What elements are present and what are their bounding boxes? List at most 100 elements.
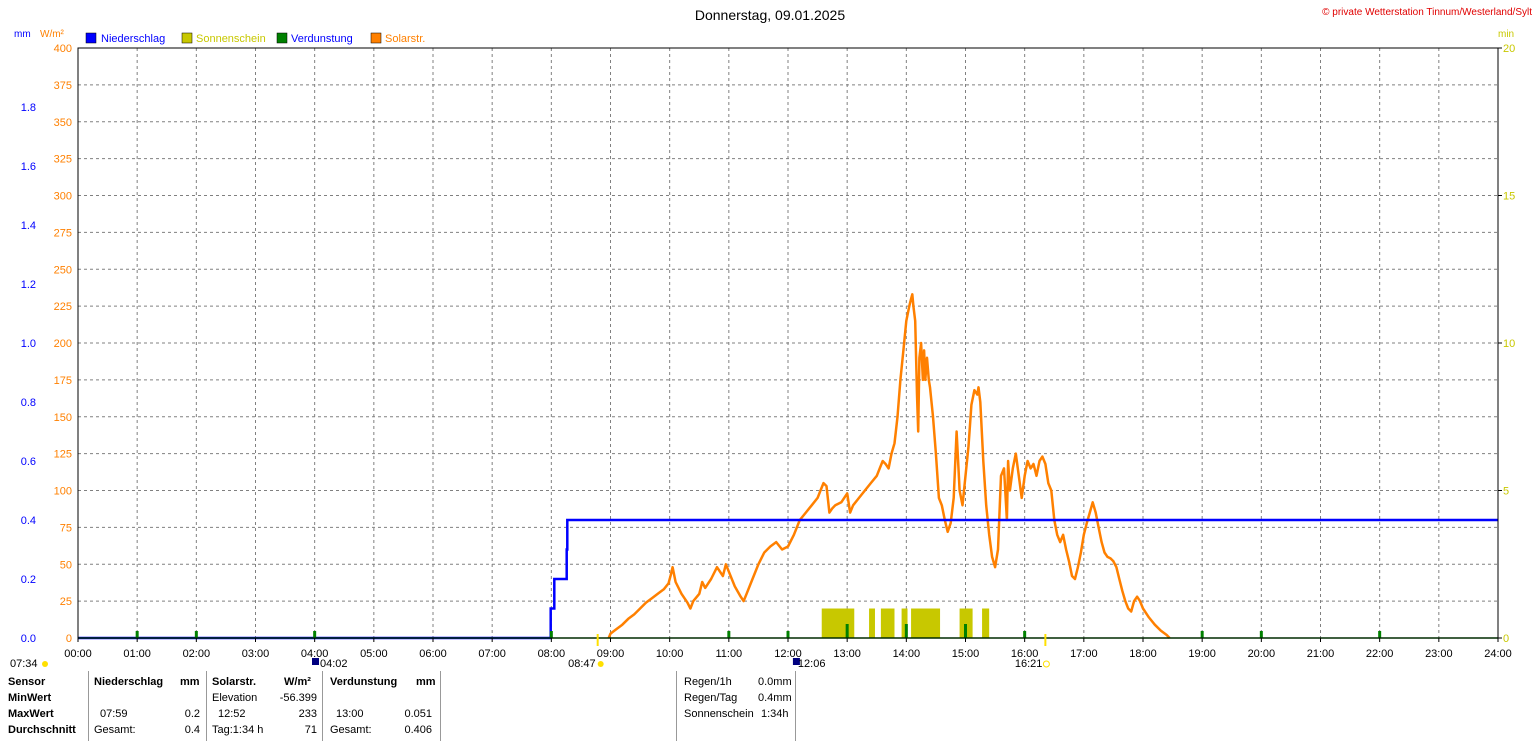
- verdunstung-total-value: 0.406: [404, 724, 432, 736]
- sunshine-bar: [880, 608, 895, 638]
- stats-table: Sensor MinWert MaxWert Durchschnitt Nied…: [0, 671, 1536, 741]
- x-tick-label: 01:00: [123, 648, 151, 660]
- sunshine-tick-label: 20: [1503, 43, 1515, 55]
- x-tick-label: 03:00: [242, 648, 270, 660]
- solar-tick-label: 250: [54, 264, 72, 276]
- legend-swatch-niederschlag: [85, 32, 97, 44]
- solar-unit: W/m²: [284, 676, 311, 688]
- sensor-header: Sensor: [8, 676, 46, 688]
- solar-tick-label: 100: [54, 486, 72, 498]
- x-tick-label: 07:00: [478, 648, 506, 660]
- x-tick-label: 14:00: [893, 648, 921, 660]
- solar-avg-value: 71: [304, 724, 317, 736]
- evaporation-marker: [904, 624, 908, 638]
- solar-tick-label: 25: [60, 596, 72, 608]
- maxwert-label: MaxWert: [8, 708, 54, 720]
- x-tick-label: 13:00: [833, 648, 861, 660]
- sunshine-bar: [959, 608, 973, 638]
- summary-sonnenschein-value: 1:34h: [761, 708, 789, 720]
- solar-tick-label: 350: [54, 117, 72, 129]
- sunshine-bar: [911, 608, 941, 638]
- durchschnitt-label: Durchschnitt: [8, 724, 76, 736]
- evaporation-marker: [727, 631, 731, 638]
- verdunstung-unit: mm: [416, 676, 436, 688]
- summary-sonnenschein-label: Sonnenschein: [684, 708, 754, 720]
- niederschlag-header: Niederschlag: [94, 676, 164, 688]
- left-unit-wm2: W/m²: [40, 29, 65, 40]
- verdunstung-total-label: Gesamt:: [330, 724, 372, 736]
- sunshine-tick-label: 15: [1503, 191, 1515, 203]
- precip-tick-label: 1.6: [21, 161, 36, 173]
- niederschlag-max-time: 07:59: [100, 708, 128, 720]
- evaporation-marker: [845, 624, 849, 638]
- x-tick-label: 12:00: [774, 648, 802, 660]
- event-label-noon: 12:06: [798, 658, 826, 670]
- precip-tick-label: 1.2: [21, 279, 36, 291]
- x-tick-label: 18:00: [1129, 648, 1157, 660]
- evaporation-marker: [1259, 631, 1263, 638]
- x-tick-label: 06:00: [419, 648, 447, 660]
- summary-regentag-value: 0.4mm: [758, 692, 792, 704]
- x-tick-label: 24:00: [1484, 648, 1512, 660]
- solar-series: [607, 293, 1171, 639]
- solar-tick-label: 0: [66, 633, 72, 645]
- sunshine-tick-label: 0: [1503, 633, 1509, 645]
- x-tick-label: 23:00: [1425, 648, 1453, 660]
- event-label-0734: 07:34: [10, 658, 38, 670]
- sunset-icon: [1042, 660, 1050, 668]
- niederschlag-max-value: 0.2: [184, 708, 200, 720]
- niederschlag-total-label: Gesamt:: [94, 724, 136, 736]
- solar-max-value: 233: [298, 708, 317, 720]
- axes: 00:00 01:00 02:00 03:00 04:00 05:00 06:00 07:00…: [21, 43, 1516, 660]
- sunshine-bar: [901, 608, 908, 638]
- evaporation-marker: [549, 631, 553, 638]
- x-tick-label: 21:00: [1307, 648, 1335, 660]
- moon-icon: [312, 658, 319, 665]
- sun-dot-icon: [42, 661, 48, 667]
- x-tick-label: 10:00: [656, 648, 684, 660]
- evaporation-marker: [786, 631, 790, 638]
- evaporation-marker: [313, 631, 317, 638]
- verdunstung-max-time: 13:00: [336, 708, 364, 720]
- legend-swatch-solar: [370, 32, 382, 44]
- x-tick-label: 08:00: [538, 648, 566, 660]
- precip-tick-label: 0.8: [21, 397, 36, 409]
- x-tick-label: 19:00: [1188, 648, 1216, 660]
- sunshine-bar: [982, 608, 990, 638]
- minwert-label: MinWert: [8, 692, 52, 704]
- precip-tick-label: 1.8: [21, 102, 36, 114]
- solar-min-label: Elevation: [212, 692, 258, 704]
- legend-label-solar: Solarstr.: [385, 33, 425, 45]
- x-tick-label: 11:00: [715, 648, 742, 660]
- solar-tick-label: 50: [60, 559, 72, 571]
- evaporation-marker: [1378, 631, 1382, 638]
- solar-tick-label: 125: [54, 449, 72, 461]
- evaporation-marker: [135, 631, 139, 638]
- solar-tick-label: 325: [54, 154, 72, 166]
- legend: Niederschlag Sonnenschein Verdunstung So…: [85, 32, 425, 45]
- solar-header: Solarstr.: [212, 676, 257, 688]
- sun-events: 07:34 04:02 08:47 12:06 16:21: [10, 634, 1050, 670]
- evaporation-marker: [194, 631, 198, 638]
- solar-tick-label: 200: [54, 338, 72, 350]
- x-tick-label: 00:00: [64, 648, 92, 660]
- legend-swatch-sonnenschein: [181, 32, 193, 44]
- x-tick-label: 16:00: [1011, 648, 1039, 660]
- solar-min-value: -56.399: [279, 692, 317, 704]
- x-tick-label: 17:00: [1070, 648, 1098, 660]
- left-unit-mm: mm: [14, 29, 31, 40]
- precip-tick-label: 0.6: [21, 456, 36, 468]
- weather-chart: Donnerstag, 09.01.2025 © private Wetters…: [10, 7, 1532, 670]
- event-label-0402: 04:02: [320, 658, 348, 670]
- verdunstung-header: Verdunstung: [330, 676, 398, 688]
- evaporation-marker: [1023, 631, 1027, 638]
- sunshine-bar: [869, 608, 875, 638]
- summary-regentag-label: Regen/Tag: [684, 692, 738, 704]
- precip-tick-label: 0.0: [21, 633, 36, 645]
- x-tick-label: 22:00: [1366, 648, 1394, 660]
- niederschlag-unit: mm: [180, 676, 200, 688]
- legend-label-verdunstung: Verdunstung: [291, 33, 353, 45]
- sunshine-bars: [821, 608, 990, 638]
- solar-tick-label: 75: [60, 522, 72, 534]
- solar-tick-label: 275: [54, 227, 72, 239]
